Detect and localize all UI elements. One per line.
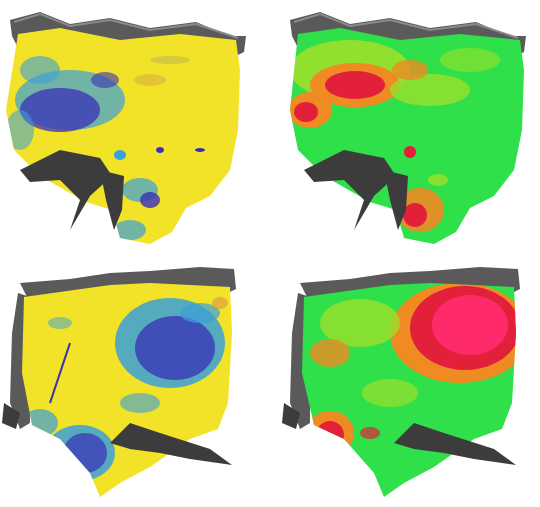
roots (282, 403, 516, 465)
surface-map (22, 283, 232, 497)
panel-bottom-left (0, 253, 270, 507)
panel-top-right (270, 0, 540, 253)
panel-top-left (0, 0, 270, 253)
surface-map (6, 28, 240, 244)
panel-bottom-right (270, 253, 540, 507)
surface-map (290, 28, 524, 244)
surface-map (302, 283, 516, 497)
roots (2, 403, 232, 465)
roots (20, 150, 124, 230)
roots (304, 150, 408, 230)
